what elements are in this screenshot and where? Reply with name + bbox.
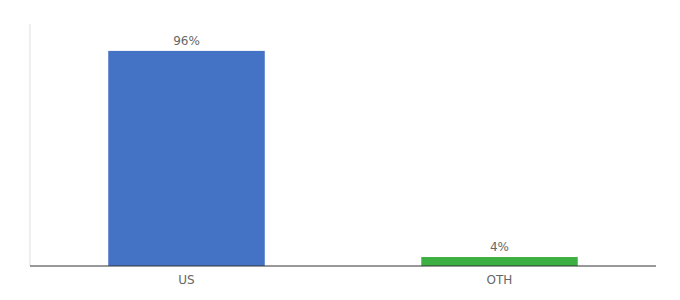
x-axis-line [30, 266, 656, 267]
bar [108, 51, 265, 266]
bar [421, 257, 578, 266]
y-axis-line [30, 24, 31, 266]
x-tick-label: US [178, 273, 194, 287]
chart-container: US OTH 96% 4% [0, 0, 680, 300]
data-label: 4% [490, 240, 509, 254]
chart-svg: US OTH 96% 4% [0, 0, 680, 300]
data-label: 96% [173, 34, 200, 48]
bars [108, 51, 578, 266]
x-tick-label: OTH [487, 273, 513, 287]
